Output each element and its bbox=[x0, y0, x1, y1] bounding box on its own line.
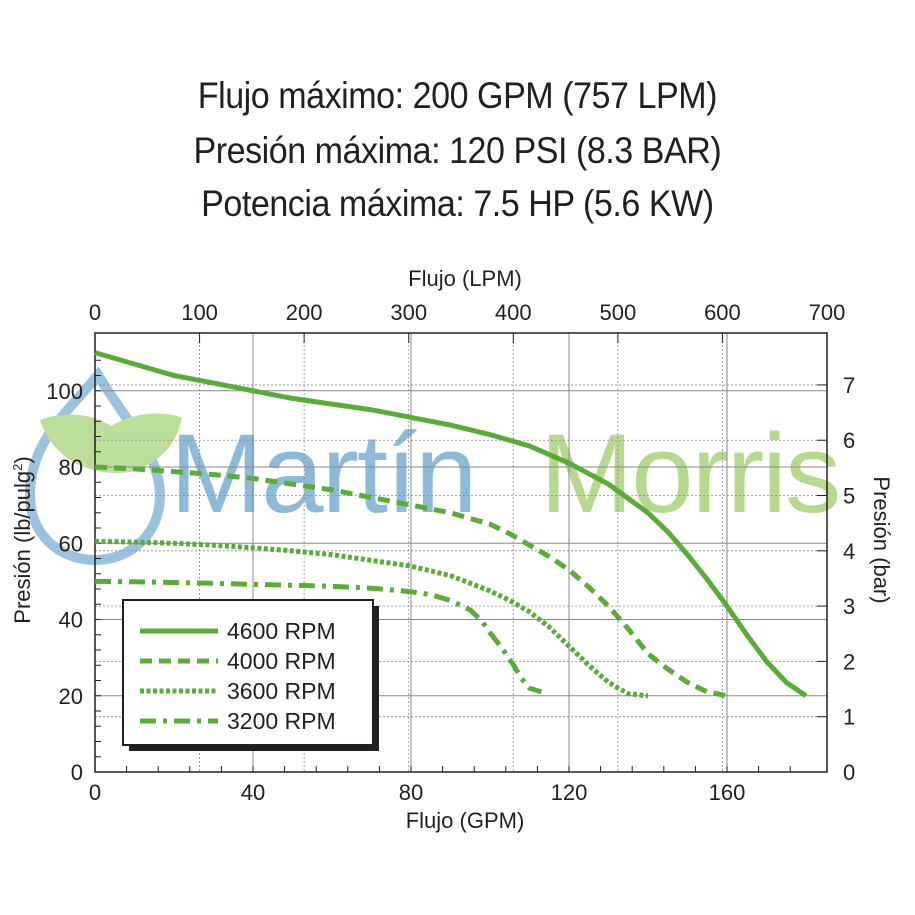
y2-tick-label: 6 bbox=[843, 428, 855, 453]
y-tick-label: 100 bbox=[46, 379, 83, 404]
y2-tick-label: 3 bbox=[843, 594, 855, 619]
y2-tick-label: 4 bbox=[843, 539, 855, 564]
x2-tick-label: 100 bbox=[181, 300, 218, 325]
x2-tick-label: 500 bbox=[599, 300, 636, 325]
spec-max-flow: Flujo máximo: 200 GPM (757 LPM) bbox=[197, 75, 718, 116]
series-line-3200-rpm bbox=[94, 578, 543, 695]
legend-label: 3200 RPM bbox=[227, 708, 336, 734]
x-tick-label: 80 bbox=[399, 780, 423, 805]
legend: 4600 RPM 4000 RPM 3600 RPM 3200 RPM bbox=[122, 599, 379, 751]
y2-tick-label: 7 bbox=[843, 373, 855, 398]
y-tick-label: 0 bbox=[71, 760, 83, 785]
y-tick-label: 80 bbox=[59, 455, 83, 480]
y-axis-title-sup: 2 bbox=[10, 464, 25, 471]
y2-axis-title: Presión (bar) bbox=[869, 476, 894, 603]
y2-tick-label: 5 bbox=[843, 484, 855, 509]
spec-max-power: Potencia máxima: 7.5 HP (5.6 KW) bbox=[201, 183, 714, 224]
y-axis-title-main: Presión (lb/pulg bbox=[10, 471, 35, 624]
x-tick-label: 160 bbox=[709, 780, 746, 805]
series-line-4600-rpm bbox=[94, 350, 808, 698]
x-tick-label: 0 bbox=[89, 780, 101, 805]
x-axis-title: Flujo (GPM) bbox=[406, 808, 525, 833]
legend-label: 4600 RPM bbox=[227, 618, 336, 644]
series-line-4000-rpm bbox=[94, 464, 728, 699]
plot-frame bbox=[94, 332, 828, 773]
x2-tick-label: 600 bbox=[704, 300, 741, 325]
y-tick-label: 60 bbox=[59, 531, 83, 556]
x-tick-label: 120 bbox=[551, 780, 588, 805]
y-axis-title: Presión (lb/pulg2) bbox=[10, 456, 35, 623]
spec-max-pressure: Presión máxima: 120 PSI (8.3 BAR) bbox=[193, 130, 722, 171]
series-line-3600-rpm bbox=[94, 538, 649, 699]
watermark-brand-blue: Martín bbox=[170, 411, 475, 536]
x2-tick-label: 400 bbox=[495, 300, 532, 325]
y2-tick-label: 2 bbox=[843, 649, 855, 674]
y2-tick-label: 1 bbox=[843, 705, 855, 730]
x2-tick-label: 200 bbox=[286, 300, 323, 325]
leaf-logo-icon bbox=[24, 366, 182, 566]
y-tick-label: 20 bbox=[59, 684, 83, 709]
x-tick-label: 40 bbox=[241, 780, 265, 805]
legend-entries: 4600 RPM 4000 RPM 3600 RPM 3200 RPM bbox=[140, 618, 336, 734]
x2-tick-label: 300 bbox=[390, 300, 427, 325]
x2-tick-label: 0 bbox=[89, 300, 101, 325]
y2-tick-label: 0 bbox=[843, 760, 855, 785]
x2-axis-title: Flujo (LPM) bbox=[408, 266, 522, 291]
y-tick-label: 40 bbox=[59, 608, 83, 633]
x2-tick-label: 700 bbox=[809, 300, 846, 325]
y-axis-title-close: ) bbox=[10, 456, 35, 463]
legend-label: 3600 RPM bbox=[227, 678, 336, 704]
watermark: Martín Morris bbox=[24, 366, 841, 566]
series-layer bbox=[94, 350, 808, 699]
legend-label: 4000 RPM bbox=[227, 648, 336, 674]
